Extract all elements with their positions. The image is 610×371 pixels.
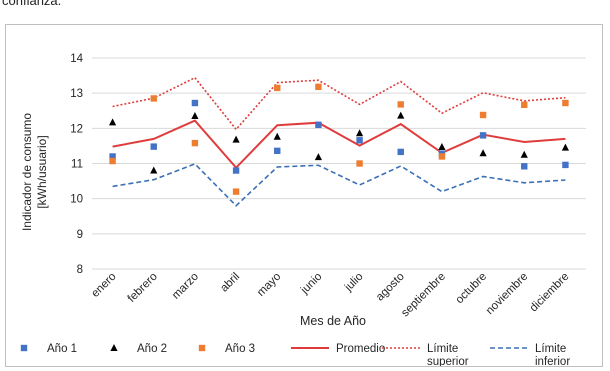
data-point-ano-2: [108, 118, 117, 126]
legend-label-limite-inferior: Límite: [535, 343, 566, 355]
data-point-ano-1: [109, 153, 116, 160]
y-axis-title-line-1: Indicador de consumo: [20, 113, 34, 231]
legend-label-ano-2: Año 2: [137, 343, 167, 355]
legend-swatch-ano-2: [110, 344, 118, 351]
x-tick-label: abril: [218, 271, 242, 295]
data-point-ano-2: [397, 111, 405, 119]
data-point-ano-1: [397, 148, 404, 156]
legend-label-limite-inferior: inferior: [535, 356, 570, 366]
data-point-ano-3: [521, 101, 528, 108]
x-tick-labels: enero febrero marzo abril mayo junio julio agos…: [89, 271, 571, 320]
y-tick-label: 12: [70, 123, 83, 135]
legend-item-ano-3: Año 3: [198, 343, 255, 355]
data-point-ano-1: [315, 121, 322, 129]
series-line-limite-superior: [112, 76, 566, 131]
x-tick-label: febrero: [126, 271, 160, 305]
legend-label-promedio: Promedio: [336, 343, 385, 355]
page-caption: confianza.: [2, 0, 62, 8]
x-tick-label: octubre: [454, 271, 490, 307]
y-tick-label: 13: [70, 88, 83, 100]
x-tick-label: mayo: [255, 271, 283, 299]
x-tick-label: septiembre: [399, 271, 448, 320]
gridlines: [92, 57, 586, 270]
data-point-ano-2: [438, 142, 446, 150]
data-point-ano-2: [479, 149, 487, 157]
series-line-promedio: [112, 119, 566, 170]
legend-label-limite-superior: superior: [427, 356, 469, 366]
data-point-ano-3: [232, 188, 240, 195]
data-point-ano-3: [562, 99, 569, 107]
legend: Año 1 Año 2 Año 3 Promedio LímitesuperiorLím…: [20, 343, 570, 368]
y-axis-title-line-2: [kWh/usuario]: [35, 135, 49, 208]
series-lines: [112, 76, 566, 207]
data-point-ano-3: [274, 84, 281, 92]
y-tick-labels: 8 9 10 11 12 13 14: [70, 53, 83, 276]
data-point-ano-1: [356, 137, 363, 144]
data-point-ano-2: [520, 150, 528, 158]
x-axis-title: Mes de Año: [300, 314, 366, 328]
x-tick-label: agosto: [374, 271, 407, 304]
data-point-ano-1: [191, 99, 199, 107]
x-tick-label: enero: [89, 271, 118, 300]
y-tick-label: 8: [77, 264, 83, 276]
data-point-ano-1: [150, 143, 157, 150]
y-tick-label: 11: [71, 159, 83, 171]
data-point-ano-3: [109, 157, 116, 165]
legend-item-promedio: Promedio: [291, 343, 385, 355]
x-tick-label: diciembre: [528, 271, 572, 315]
data-point-ano-3: [479, 111, 487, 119]
data-point-ano-3: [315, 83, 322, 91]
data-point-ano-2: [232, 135, 240, 143]
data-point-ano-1: [479, 132, 487, 139]
chart-frame: 8 9 10 11 12 13 14 enero febrero marzo abril mayo j…: [5, 24, 603, 368]
y-axis-title: Indicador de consumo [kWh/usuario]: [20, 113, 49, 231]
data-point-ano-3: [150, 95, 157, 102]
data-point-ano-2: [561, 143, 570, 151]
legend-label-ano-1: Año 1: [47, 343, 77, 355]
data-point-ano-3: [191, 139, 199, 147]
legend-item-ano-2: Año 2: [110, 343, 167, 355]
data-point-ano-3: [356, 160, 363, 167]
y-tick-label: 10: [70, 194, 83, 206]
legend-label-ano-3: Año 3: [225, 343, 255, 355]
data-point-ano-3: [438, 153, 446, 160]
series-markers: [108, 83, 570, 195]
data-point-ano-2: [314, 153, 323, 161]
x-tick-label: julio: [342, 271, 366, 295]
legend-swatch-ano-3: [198, 344, 206, 352]
x-tick-label: junio: [298, 271, 324, 297]
data-point-ano-3: [397, 101, 404, 108]
data-point-ano-1: [274, 147, 281, 155]
legend-item-ano-1: Año 1: [20, 343, 77, 355]
legend-label-limite-superior: Límite: [427, 343, 458, 355]
data-point-ano-2: [273, 132, 281, 140]
y-tick-label: 9: [77, 229, 83, 241]
legend-swatch-ano-1: [20, 344, 28, 352]
data-point-ano-1: [521, 163, 528, 170]
data-point-ano-2: [150, 166, 158, 174]
series-line-limite-inferior: [112, 162, 566, 207]
data-point-ano-2: [191, 112, 199, 120]
data-point-ano-2: [355, 129, 364, 137]
x-tick-label: noviembre: [484, 271, 530, 317]
data-point-ano-1: [562, 161, 569, 169]
y-tick-label: 14: [70, 53, 83, 65]
x-tick-label: marzo: [170, 271, 201, 302]
data-point-ano-1: [232, 167, 240, 174]
